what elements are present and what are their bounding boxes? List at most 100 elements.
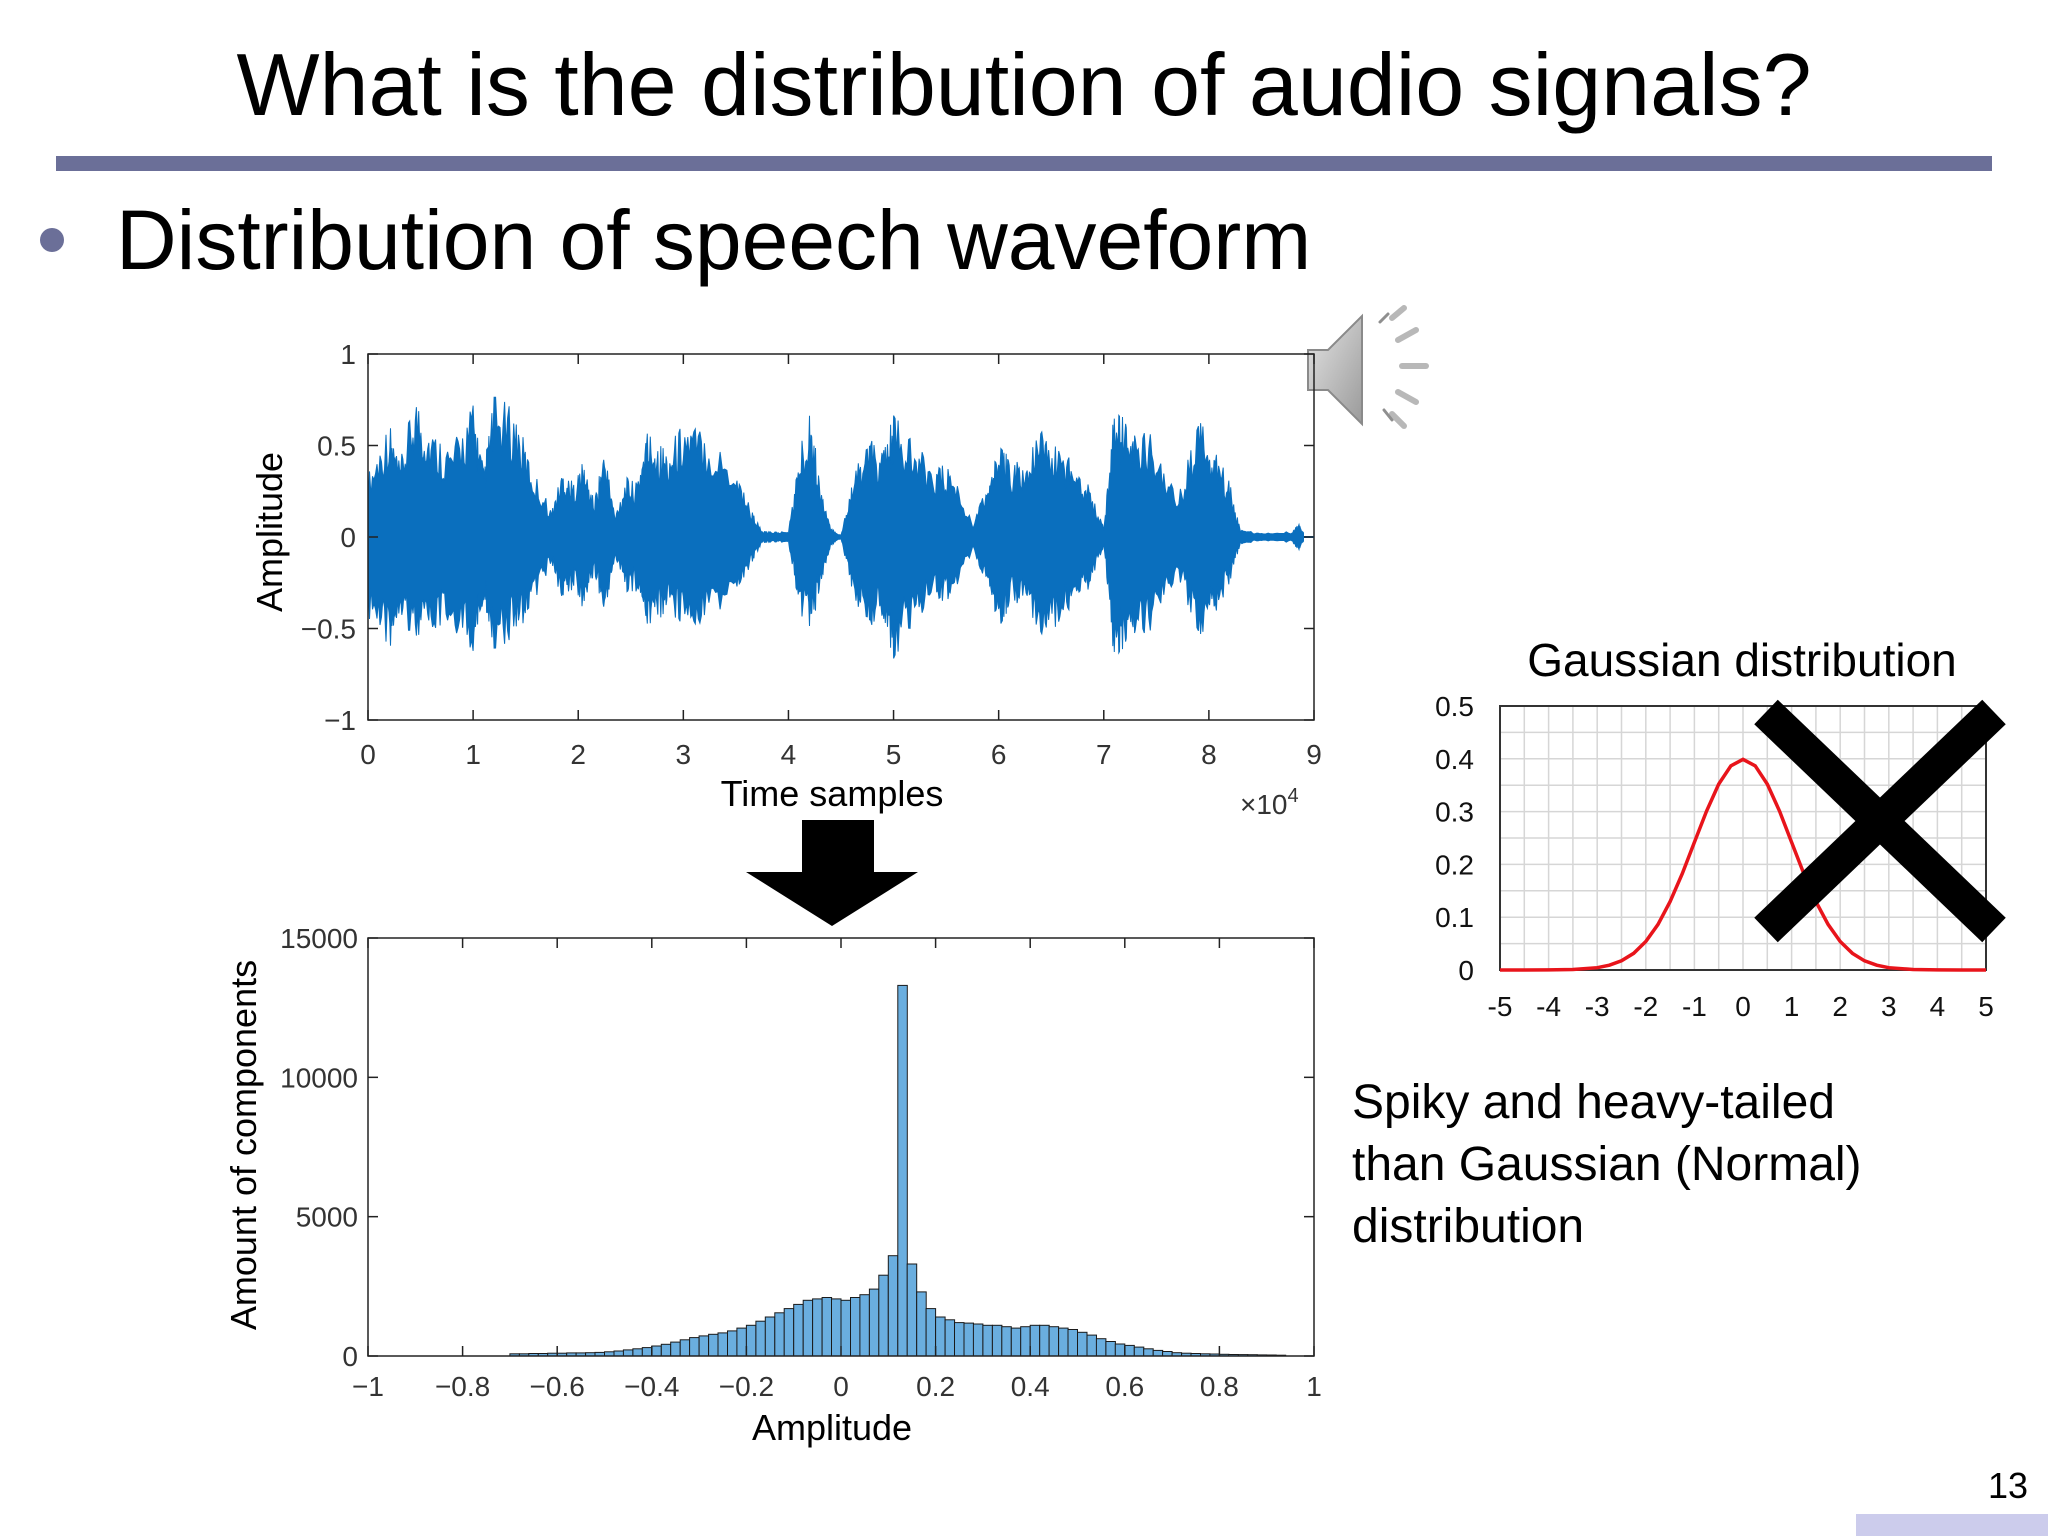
waveform-xtick-label: 6	[991, 739, 1007, 770]
gaussian-ytick-label: 0.1	[1435, 902, 1474, 933]
histogram-bar	[1010, 1327, 1022, 1357]
gaussian-curve	[1500, 757, 1986, 972]
gaussian-chart: Gaussian distribution -5 -4 -3 -2 -1 0 1 2 3 4 5 0…	[1435, 634, 2006, 1022]
histogram-bar	[982, 1324, 993, 1357]
histogram-ytick-labels: 15000 10000 5000 0	[280, 923, 358, 1372]
histogram-bar	[963, 1322, 974, 1357]
histogram-xtick-label: −1	[352, 1371, 384, 1402]
waveform-xtick-label: 7	[1096, 739, 1112, 770]
histogram-bar	[1001, 1326, 1012, 1357]
histogram-xlabel: Amplitude	[752, 1407, 912, 1448]
histogram-bars	[509, 984, 1287, 1357]
gaussian-ytick-label: 0.2	[1435, 849, 1474, 880]
histogram-bar	[1086, 1334, 1097, 1357]
histogram-bar	[632, 1348, 643, 1357]
histogram-bar	[670, 1341, 681, 1357]
histogram-xtick-label: 1	[1306, 1371, 1322, 1402]
histogram-bar	[764, 1316, 776, 1357]
histogram-bar	[651, 1345, 662, 1357]
histogram-ytick-label: 15000	[280, 923, 358, 954]
histogram-bar	[660, 1343, 672, 1357]
gaussian-xtick-label: 0	[1735, 991, 1751, 1022]
waveform-ytick-label: 0.5	[317, 431, 356, 462]
histogram-ytick-label: 10000	[280, 1062, 358, 1093]
histogram-bar	[727, 1330, 738, 1357]
histogram-bar	[897, 984, 908, 1357]
histogram-bar	[1152, 1349, 1164, 1357]
histogram-bar	[717, 1332, 728, 1357]
waveform-ticks	[367, 353, 1315, 721]
histogram-ylabel: Amount of components	[223, 960, 264, 1330]
histogram-bar	[916, 1291, 927, 1357]
histogram-bar	[925, 1308, 937, 1357]
histogram-xtick-label: 0.6	[1105, 1371, 1144, 1402]
waveform-xtick-label: 2	[570, 739, 586, 770]
gaussian-xtick-label: -1	[1682, 991, 1707, 1022]
waveform-xtick-label: 4	[781, 739, 797, 770]
waveform-xlabel: Time samples	[721, 773, 944, 814]
histogram-ticks	[367, 937, 1315, 1357]
histogram-bar	[679, 1339, 691, 1357]
histogram-bar	[991, 1324, 1003, 1357]
histogram-frame	[367, 937, 1315, 1357]
page-number: 13	[1987, 1465, 2028, 1506]
histogram-bar	[1029, 1324, 1041, 1357]
speaker-icon[interactable]	[1300, 300, 1450, 440]
histogram-bar	[1114, 1343, 1126, 1357]
bullet-text: Distribution of speech waveform	[116, 193, 1312, 287]
waveform-area	[367, 396, 1304, 659]
histogram-bar	[1124, 1344, 1135, 1357]
histogram-bar	[972, 1323, 984, 1357]
histogram-xtick-label: −0.6	[530, 1371, 585, 1402]
waveform-x-multiplier: ×104	[1240, 785, 1299, 820]
histogram-bar	[1020, 1326, 1031, 1357]
gaussian-xtick-label: -2	[1633, 991, 1658, 1022]
waveform-xtick-label: 9	[1306, 739, 1322, 770]
histogram-bar	[821, 1297, 833, 1357]
note-text: Spiky and heavy-tailed than Gaussian (No…	[1352, 1076, 1862, 1253]
waveform-xtick-labels: 0 1 2 3 4 5 6 7 8 9	[360, 739, 1322, 770]
histogram-ytick-label: 5000	[296, 1202, 358, 1233]
gaussian-ytick-labels: 0.5 0.4 0.3 0.2 0.1 0	[1435, 691, 1474, 986]
gaussian-frame	[1499, 705, 1987, 971]
histogram-bar	[906, 1263, 918, 1357]
histogram-bar	[745, 1324, 757, 1357]
cross-mark-icon	[1754, 699, 2006, 943]
gaussian-xtick-labels: -5 -4 -3 -2 -1 0 1 2 3 4 5	[1488, 991, 1994, 1022]
gaussian-ytick-label: 0.5	[1435, 691, 1474, 722]
histogram-xtick-labels: −1 −0.8 −0.6 −0.4 −0.2 0 0.2 0.4 0.6 0.8 1	[352, 1371, 1322, 1402]
histogram-bar	[689, 1337, 700, 1357]
waveform-ytick-label: −1	[324, 705, 356, 736]
histogram-bar	[1133, 1346, 1145, 1357]
gaussian-grid	[1499, 705, 1987, 971]
gaussian-xtick-label: 1	[1784, 991, 1800, 1022]
histogram-chart: −1 −0.8 −0.6 −0.4 −0.2 0 0.2 0.4 0.6 0.8 1 15000 10…	[223, 923, 1322, 1448]
histogram-xtick-label: −0.8	[435, 1371, 490, 1402]
gaussian-xtick-label: -3	[1585, 991, 1610, 1022]
histogram-bar	[1095, 1338, 1107, 1357]
histogram-bar	[622, 1349, 634, 1357]
histogram-xtick-label: 0.2	[916, 1371, 955, 1402]
histogram-bar	[1105, 1341, 1116, 1357]
down-arrow	[746, 820, 918, 926]
histogram-bar	[1077, 1331, 1088, 1357]
histogram-bar	[1039, 1324, 1050, 1357]
histogram-bar	[774, 1312, 785, 1357]
waveform-xtick-label: 0	[360, 739, 376, 770]
histogram-bar	[1067, 1329, 1078, 1357]
gaussian-xtick-label: -4	[1536, 991, 1561, 1022]
histogram-bar	[944, 1319, 956, 1357]
histogram-bar	[708, 1333, 719, 1357]
waveform-xtick-label: 3	[676, 739, 692, 770]
histogram-xtick-label: 0.8	[1200, 1371, 1239, 1402]
slide-title: What is the distribution of audio signal…	[236, 35, 1812, 134]
histogram-bar	[793, 1303, 804, 1357]
waveform-ytick-label: 1	[340, 339, 356, 370]
histogram-xtick-label: −0.2	[719, 1371, 774, 1402]
gaussian-title: Gaussian distribution	[1527, 634, 1957, 686]
histogram-bar	[783, 1308, 795, 1357]
waveform-ytick-label: 0	[340, 522, 356, 553]
bullet-dot	[40, 228, 64, 252]
gaussian-xtick-label: 3	[1881, 991, 1897, 1022]
gaussian-xtick-label: -5	[1488, 991, 1513, 1022]
